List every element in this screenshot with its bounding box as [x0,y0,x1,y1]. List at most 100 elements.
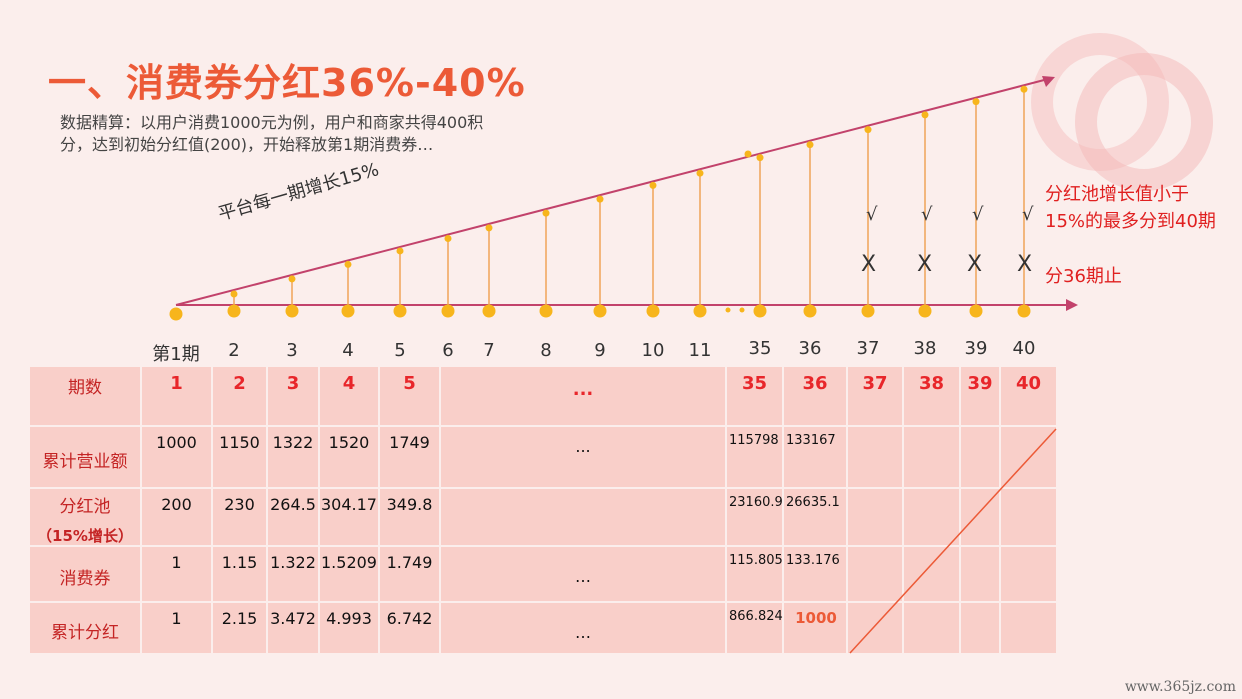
cell-r4-c7: 866.824 [727,603,783,653]
row-sublabel: （15%增长） [37,527,133,545]
period-top-dot-12 [756,154,764,162]
table-header-period-40: 40 [1001,367,1056,425]
cell-r2-c5: 349.8 [380,489,439,545]
empty-cell [961,427,999,487]
empty-cell [904,489,959,545]
cell-r3-c2: 1.15 [213,547,266,601]
note-stop: 分36期止 [1045,266,1122,287]
cell-r3-c1: 1 [142,547,211,601]
period-label-3: 3 [286,340,298,361]
period-label-14: 37 [856,338,880,359]
period-label-16: 39 [964,338,988,359]
period-base-dot-9 [593,304,607,318]
check-mark-37: √ [866,204,878,225]
period-base-dot-5 [393,304,407,318]
empty-cell [961,603,999,653]
table-header-period-4: 4 [320,367,378,425]
empty-cell [904,427,959,487]
period-base-dot-16 [969,304,983,318]
period-top-dot-13 [806,141,814,149]
cell-r3-c4: 1.5209 [320,547,378,601]
period-base-dot-15 [918,304,932,318]
period-base-dot-2 [227,304,241,318]
period-base-dot-14 [861,304,875,318]
ellipsis-dot-2 [739,307,745,313]
cell-r4-c3: 3.472 [268,603,318,653]
period-top-dot-4 [344,260,352,268]
cell-r3-c3: 1.322 [268,547,318,601]
empty-cell [848,427,902,487]
row-label-text: 累计分红 [51,622,119,643]
period-base-dot-13 [803,304,817,318]
period-top-dot-11 [696,169,704,177]
period-top-dot-3 [288,275,296,283]
period-top-dot-5 [396,247,404,255]
cell-r3-c5: 1.749 [380,547,439,601]
x-mark-38: X [917,252,933,277]
row-label-text: 累计营业额 [42,451,128,472]
period-base-dot-11 [693,304,707,318]
period-top-dot-14 [864,126,872,134]
cell-r2-c8: 26635.1 [784,489,846,545]
growth-arrow [175,78,1049,306]
row-label-2: 分红池 （15%增长） [30,489,140,545]
ellipsis-top-dot [744,150,752,158]
x-mark-40: X [1017,252,1033,277]
table-header-period-3: 3 [268,367,318,425]
check-mark-38: √ [921,204,933,225]
table-diagonal [849,428,1057,654]
cell-r2-c4: 304.17 [320,489,378,545]
period-label-9: 9 [594,340,606,361]
period-label-2: 2 [228,340,240,361]
table-header-period-38: 38 [904,367,959,425]
table-header-period-5: 5 [380,367,439,425]
cell-r2-c3: 264.5 [268,489,318,545]
table-header-period-39: 39 [961,367,999,425]
table-header-period-1: 1 [142,367,211,425]
empty-cell [904,603,959,653]
cell-r1-c1: 1000 [142,427,211,487]
period-label-4: 4 [342,340,354,361]
cell-r4-c2: 2.15 [213,603,266,653]
empty-cell [1001,427,1056,487]
empty-cell [961,547,999,601]
cell-r4-c4: 4.993 [320,603,378,653]
cell-r3-c8: 133.176 [784,547,846,601]
cell-r2-c7: 23160.9 [727,489,783,545]
ellipsis-dot-1 [725,307,731,313]
period-base-dot-3 [285,304,299,318]
description-text: 数据精算：以用户消费1000元为例，用户和商家共得400积分，达到初始分红值(2… [60,113,484,154]
cell-r1-c5: 1749 [380,427,439,487]
period-label-8: 8 [540,340,552,361]
table-header-label: 期数 [30,367,140,425]
period-top-dot-8 [542,209,550,217]
cell-r3-c7: 115.805 [727,547,783,601]
cell-r2-c6 [441,489,725,545]
empty-cell [1001,603,1056,653]
cell-r4-c5: 6.742 [380,603,439,653]
period-label-13: 36 [798,338,822,359]
table-header-period-36: 36 [784,367,846,425]
period-label-15: 38 [913,338,937,359]
period-top-dot-7 [485,224,493,232]
table-header-period-37: 37 [848,367,902,425]
period-top-dot-9 [596,195,604,203]
row-label-text: 分红池 [59,497,111,517]
decorative-rings-icon [1031,33,1213,191]
row-label-text: 消费券 [59,568,111,589]
period-base-dot-8 [539,304,553,318]
x-mark-37: X [861,252,877,277]
period-base-dot-1 [169,307,183,321]
period-base-dot-17 [1017,304,1031,318]
note-line-2: 15%的最多分到40期 [1045,211,1216,232]
period-base-dot-7 [482,304,496,318]
table-header-period-35: 35 [727,367,782,425]
cell-r3-c6: … [441,547,725,601]
baseline-arrowhead [1066,299,1078,311]
period-label-5: 5 [394,340,406,361]
row-label-3: 消费券 [30,547,140,601]
period-label-12: 35 [748,338,772,359]
cell-r1-c6: ... [441,427,725,487]
row-label-4: 累计分红 [30,603,140,653]
check-mark-40: √ [1022,204,1034,225]
